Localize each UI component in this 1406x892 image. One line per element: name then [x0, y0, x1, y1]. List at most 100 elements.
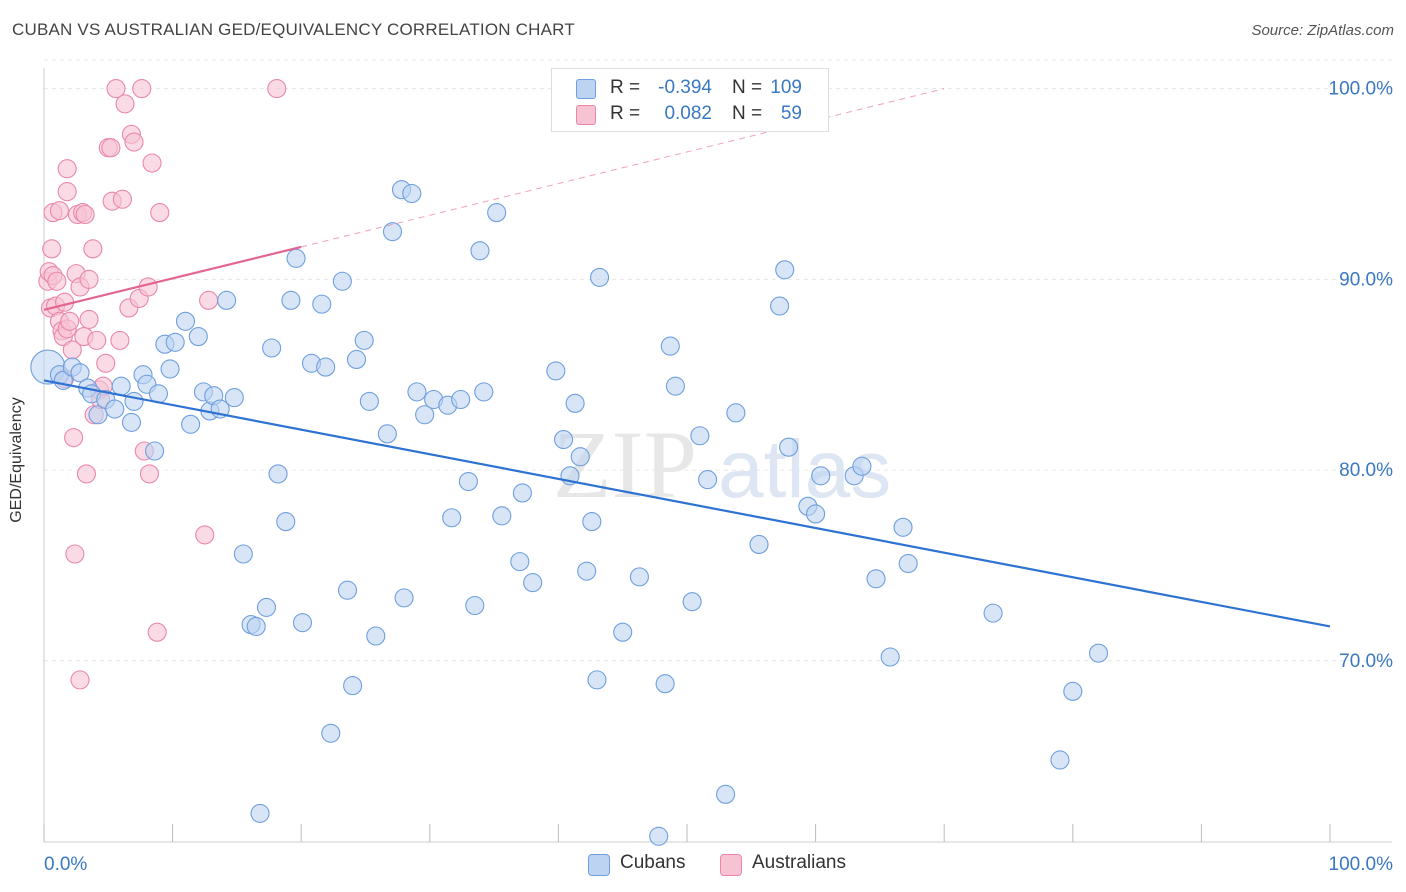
australian-point — [150, 203, 170, 223]
australian-point — [147, 622, 167, 642]
cuban-point — [281, 290, 301, 310]
australian-point — [60, 311, 80, 331]
australian-point — [79, 309, 99, 329]
australian-point — [142, 153, 162, 173]
cuban-point — [292, 613, 313, 633]
cuban-point — [749, 534, 769, 555]
cuban-point — [394, 588, 414, 608]
cuban-point — [893, 517, 913, 537]
australian-point — [65, 544, 85, 564]
cuban-point — [233, 544, 253, 564]
cuban-point — [655, 674, 675, 694]
australians-trend-line — [43, 245, 302, 311]
australian-point — [75, 204, 95, 225]
cuban-point — [111, 376, 131, 396]
bottom-legend-swatch-australians — [720, 854, 742, 876]
cuban-point — [224, 388, 244, 408]
cuban-point — [268, 464, 288, 484]
cuban-point — [613, 622, 633, 642]
grid-layer — [44, 59, 1392, 662]
australian-point — [57, 182, 77, 202]
cuban-point — [565, 393, 585, 413]
cuban-point — [256, 597, 277, 617]
cuban-point — [181, 414, 201, 434]
legend-r-label: R = — [610, 103, 641, 124]
cuban-point — [698, 470, 718, 490]
y-tick-label: 90.0% — [1339, 269, 1393, 290]
legend: R = -0.394 N = 109 R = 0.082 N = 59 — [551, 68, 829, 132]
cuban-point — [523, 573, 543, 593]
cuban-point — [474, 382, 494, 402]
cuban-point — [983, 603, 1003, 623]
cuban-point — [546, 361, 566, 381]
cuban-point — [354, 330, 374, 350]
australian-point — [101, 138, 121, 158]
legend-r-value: -0.394 — [658, 77, 712, 98]
trend-layer — [43, 88, 1331, 628]
australian-point — [106, 79, 126, 99]
bottom-legend-swatch-cubans — [588, 854, 610, 876]
australian-point — [110, 330, 130, 350]
tick-labels: 70.0% 80.0% 90.0% 100.0% 0.0% 100.0% — [44, 79, 1393, 875]
cuban-point — [70, 363, 90, 383]
australian-point — [139, 464, 160, 484]
legend-row-australians: R = 0.082 N = 59 — [552, 101, 828, 127]
australian-point — [124, 132, 144, 152]
cuban-point — [770, 296, 790, 316]
cuban-point — [359, 391, 379, 411]
cuban-point — [1063, 681, 1083, 701]
cuban-point — [175, 311, 196, 331]
cuban-point — [716, 784, 736, 804]
cuban-point — [105, 399, 125, 419]
cuban-point — [407, 382, 427, 402]
australian-point — [64, 428, 84, 448]
legend-swatch-cubans — [576, 79, 596, 99]
cuban-point — [582, 512, 602, 532]
cuban-point — [852, 456, 872, 476]
cuban-point — [587, 670, 607, 690]
cubans-points — [30, 180, 1109, 846]
australian-point — [83, 239, 103, 259]
cuban-point — [321, 723, 341, 743]
australian-point — [79, 269, 99, 289]
cuban-point — [465, 595, 485, 616]
cuban-point — [811, 466, 831, 486]
cuban-point — [286, 248, 306, 268]
cuban-point — [188, 327, 208, 347]
cuban-point — [165, 332, 185, 352]
australian-point — [267, 79, 287, 99]
bottom-legend-label-cubans: Cubans — [620, 852, 686, 873]
cubans-trend-line — [43, 379, 1331, 628]
cuban-point — [343, 676, 363, 696]
cuban-point — [415, 405, 435, 425]
bottom-legend-label-australians: Australians — [752, 852, 846, 873]
legend-r-label: R = — [610, 77, 641, 98]
cuban-point — [553, 430, 574, 450]
y-tick-label: 80.0% — [1339, 460, 1393, 481]
cuban-point — [510, 552, 530, 572]
cuban-point — [276, 512, 296, 532]
x-tick-label: 100.0% — [1329, 854, 1394, 875]
cuban-point — [402, 183, 422, 204]
cuban-point — [88, 405, 108, 425]
cuban-point — [217, 290, 237, 310]
australian-point — [70, 670, 90, 690]
australian-point — [42, 239, 62, 259]
axis-layer — [43, 68, 1392, 843]
cuban-point — [1050, 750, 1070, 770]
cuban-point — [806, 504, 826, 524]
cuban-point — [690, 426, 710, 446]
chart-title: CUBAN VS AUSTRALIAN GED/EQUIVALENCY CORR… — [12, 20, 575, 39]
cuban-point — [451, 389, 471, 410]
australian-point — [87, 330, 107, 350]
cuban-point — [880, 647, 900, 667]
cuban-point — [124, 391, 144, 411]
cuban-point — [377, 424, 397, 444]
australian-point — [199, 290, 219, 310]
watermark: ZIP atlas — [553, 411, 891, 518]
australian-point — [76, 464, 96, 484]
cuban-point — [570, 447, 590, 467]
cuban-point — [779, 437, 799, 457]
cuban-point — [246, 616, 266, 637]
cuban-point — [160, 359, 180, 379]
